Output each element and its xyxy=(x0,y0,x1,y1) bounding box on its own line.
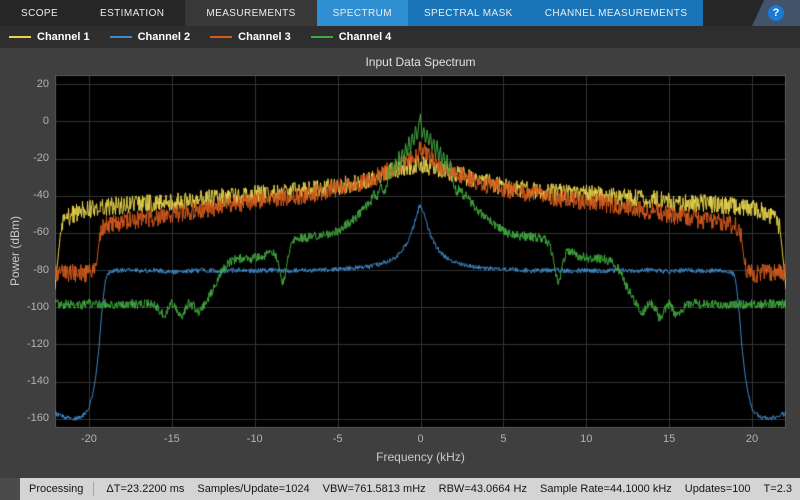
y-axis-label: Power (dBm) xyxy=(8,216,22,286)
tab-spectrum[interactable]: SPECTRUM xyxy=(317,0,408,26)
stat-updates: Updates=100 xyxy=(685,483,751,495)
toolstrip: SCOPE ESTIMATION MEASUREMENTS SPECTRUM S… xyxy=(0,0,800,26)
legend-label: Channel 1 xyxy=(37,31,90,43)
channel-1-line-swatch xyxy=(9,36,31,38)
y-tick-label: -40 xyxy=(2,189,49,201)
x-tick-label: 0 xyxy=(417,433,423,445)
tab-spectral-mask[interactable]: SPECTRAL MASK xyxy=(408,0,529,26)
help-area: ? xyxy=(752,0,800,26)
tab-estimation[interactable]: ESTIMATION xyxy=(79,0,185,26)
y-tick-label: 20 xyxy=(2,78,49,90)
y-tick-label: -140 xyxy=(2,375,49,387)
x-tick-label: 15 xyxy=(663,433,675,445)
stat-simulation-time: T=2.3 xyxy=(764,483,792,495)
toolbar-spacer xyxy=(703,0,752,26)
measurements-context-tab-group: SPECTRUM SPECTRAL MASK CHANNEL MEASUREME… xyxy=(317,0,704,26)
x-tick-label: -20 xyxy=(81,433,97,445)
chart-panel: Input Data Spectrum Power (dBm) 20 0 -20 -4… xyxy=(0,48,800,478)
stat-rbw: RBW=43.0664 Hz xyxy=(439,483,527,495)
x-axis-label: Frequency (kHz) xyxy=(55,450,786,464)
status-grip xyxy=(0,478,20,500)
legend-item-channel-2[interactable]: Channel 2 xyxy=(110,31,191,43)
channel-3-line-swatch xyxy=(210,36,232,38)
spectrum-analyzer-window: SCOPE ESTIMATION MEASUREMENTS SPECTRUM S… xyxy=(0,0,800,500)
question-mark-icon: ? xyxy=(773,8,780,19)
legend-item-channel-3[interactable]: Channel 3 xyxy=(210,31,291,43)
chart-title: Input Data Spectrum xyxy=(55,55,786,69)
tab-channel-measurements[interactable]: CHANNEL MEASUREMENTS xyxy=(529,0,704,26)
x-tick-label: -15 xyxy=(164,433,180,445)
legend-item-channel-4[interactable]: Channel 4 xyxy=(311,31,392,43)
tab-measurements[interactable]: MEASUREMENTS xyxy=(185,0,316,26)
legend-label: Channel 4 xyxy=(339,31,392,43)
legend-bar: Channel 1 Channel 2 Channel 3 Channel 4 xyxy=(0,26,800,48)
x-tick-label: 20 xyxy=(746,433,758,445)
tab-scope[interactable]: SCOPE xyxy=(0,0,79,26)
y-tick-label: -160 xyxy=(2,412,49,424)
status-processing: Processing xyxy=(20,483,93,495)
spectrum-plot-canvas[interactable] xyxy=(55,75,786,428)
status-bar: Processing ΔT=23.2200 ms Samples/Update=… xyxy=(0,478,800,500)
stat-vbw: VBW=761.5813 mHz xyxy=(323,483,426,495)
stat-delta-t: ΔT=23.2200 ms xyxy=(106,483,184,495)
legend-label: Channel 2 xyxy=(138,31,191,43)
y-tick-label: -120 xyxy=(2,338,49,350)
y-tick-label: 0 xyxy=(2,115,49,127)
x-tick-label: 10 xyxy=(580,433,592,445)
legend-label: Channel 3 xyxy=(238,31,291,43)
x-tick-label: -5 xyxy=(333,433,343,445)
stat-samples-per-update: Samples/Update=1024 xyxy=(197,483,309,495)
x-tick-label: -10 xyxy=(247,433,263,445)
legend-item-channel-1[interactable]: Channel 1 xyxy=(9,31,90,43)
help-button[interactable]: ? xyxy=(768,5,784,21)
y-tick-label: -20 xyxy=(2,152,49,164)
channel-2-line-swatch xyxy=(110,36,132,38)
channel-4-line-swatch xyxy=(311,36,333,38)
stat-sample-rate: Sample Rate=44.1000 kHz xyxy=(540,483,672,495)
x-tick-label: 5 xyxy=(500,433,506,445)
status-divider xyxy=(93,482,94,496)
y-tick-label: -100 xyxy=(2,301,49,313)
